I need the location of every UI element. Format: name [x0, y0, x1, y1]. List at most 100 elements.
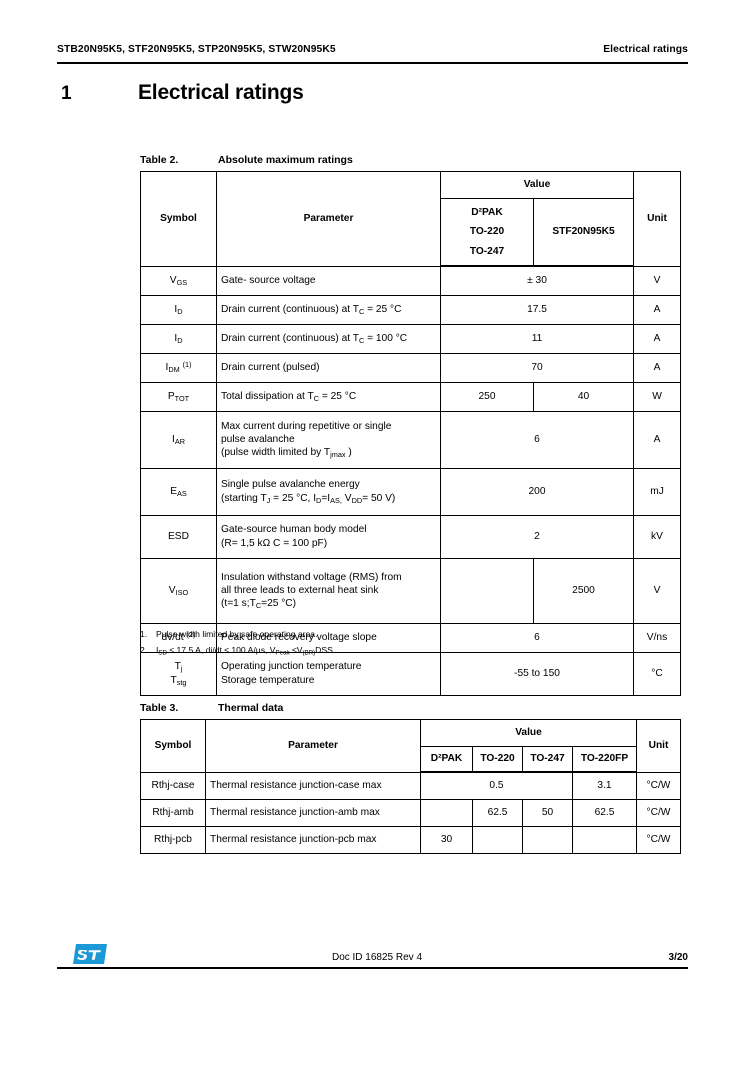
- row-unit: °C/W: [636, 798, 681, 827]
- row-parameter: Operating junction temperature Storage te…: [216, 651, 441, 696]
- row-parameter: Thermal resistance junction-amb max: [205, 798, 421, 827]
- row-symbol: PTOT: [140, 381, 217, 412]
- row-symbol: ESD: [140, 514, 217, 559]
- table-row: PTOT Total dissipation at TC = 25 °C 250 40…: [140, 381, 681, 412]
- row-value-d2pak-to220-to247: [440, 557, 534, 624]
- table-row: IDM (1) Drain current (pulsed) 70 A: [140, 352, 681, 383]
- table3-header-value: Value: [420, 719, 637, 747]
- table3-header-row-2: D²PAK TO-220 TO-247 TO-220FP: [141, 746, 681, 773]
- row-value: 70: [440, 352, 634, 383]
- row-unit: A: [633, 410, 681, 469]
- footer-rule: [57, 967, 688, 969]
- row-parameter: Gate-source human body model (R= 1,5 kΩ C…: [216, 514, 441, 559]
- row-value: 11: [440, 323, 634, 354]
- row-unit: °C: [633, 651, 681, 696]
- row-parameter: Gate- source voltage: [216, 265, 441, 296]
- row-value-stf20n95k5: 2500: [533, 557, 634, 624]
- row-unit: °C/W: [636, 771, 681, 800]
- table-row: Rthj-case Thermal resistance junction-cas…: [140, 771, 681, 800]
- footnote: 1. Pulse width limited by safe operating …: [140, 629, 680, 639]
- row-value: 17.5: [440, 294, 634, 325]
- row-value-to247: [522, 825, 573, 854]
- table2-caption-title: Absolute maximum ratings: [218, 154, 353, 166]
- row-symbol: VGS: [140, 265, 217, 296]
- table2-header-symbol: Symbol: [140, 171, 217, 267]
- row-value-to220fp: 3.1: [572, 771, 637, 800]
- row-parameter: Peak diode recovery voltage slope: [216, 622, 441, 653]
- table2-caption: Table 2. Absolute maximum ratings: [140, 154, 353, 166]
- row-parameter: Drain current (continuous) at TC = 25 °C: [216, 294, 441, 325]
- table-row: IAR Max current during repetitive or sing…: [140, 410, 681, 469]
- row-value-d2pak-to220-to247: 250: [440, 381, 534, 412]
- section-title: Electrical ratings: [138, 81, 304, 104]
- pkg-to220-label: TO-220: [469, 226, 505, 238]
- row-parameter: Total dissipation at TC = 25 °C: [216, 381, 441, 412]
- table2-header-unit: Unit: [633, 171, 681, 267]
- row-unit: V: [633, 557, 681, 624]
- footnote-text: Pulse width limited by safe operating ar…: [156, 629, 318, 639]
- table-row: Rthj-pcb Thermal resistance junction-pcb …: [140, 825, 681, 854]
- row-symbol: VISO: [140, 557, 217, 624]
- row-unit: W: [633, 381, 681, 412]
- table3-caption-title: Thermal data: [218, 702, 284, 714]
- section-number: 1: [61, 83, 72, 104]
- row-symbol: IAR: [140, 410, 217, 469]
- thermal-data-table: Symbol Parameter Value Unit D²PAK TO-220…: [140, 719, 681, 854]
- row-symbol: EAS: [140, 467, 217, 516]
- row-value-to220fp: 62.5: [572, 798, 637, 827]
- row-unit: mJ: [633, 467, 681, 516]
- table2-header-parameter: Parameter: [216, 171, 441, 267]
- row-value: 6: [440, 410, 634, 469]
- table-row: dv/dt (2) Peak diode recovery voltage slo…: [140, 622, 681, 653]
- pkg-d2pak-label: D²PAK: [471, 207, 503, 219]
- row-value-to220: [472, 825, 523, 854]
- table-row: Tj Tstg Operating junction temperature Stor…: [140, 651, 681, 696]
- row-unit: A: [633, 323, 681, 354]
- table3-caption: Table 3. Thermal data: [140, 702, 283, 714]
- st-logo-icon: [73, 944, 107, 964]
- row-value-d2pak-to220-to247: 0.5: [420, 771, 573, 800]
- row-symbol: ID: [140, 323, 217, 354]
- table2-header-row-1: Symbol Parameter Value Unit: [140, 171, 681, 267]
- footnote: 2. ISD ≤ 17.5 A, di/dt ≤ 100 A/µs, VPeak …: [140, 645, 680, 658]
- row-parameter: Single pulse avalanche energy (starting T…: [216, 467, 441, 516]
- row-value-to220: 62.5: [472, 798, 523, 827]
- table3-header-unit: Unit: [636, 719, 681, 773]
- row-unit: A: [633, 294, 681, 325]
- row-unit: A: [633, 352, 681, 383]
- table-row: EAS Single pulse avalanche energy (startin…: [140, 467, 681, 516]
- row-parameter: Max current during repetitive or single p…: [216, 410, 441, 469]
- table3-header-to247: TO-247: [522, 746, 573, 773]
- row-parameter: Drain current (continuous) at TC = 100 °…: [216, 323, 441, 354]
- table-row: Rthj-amb Thermal resistance junction-amb …: [140, 798, 681, 827]
- row-value: 200: [440, 467, 634, 516]
- footer-doc-id: Doc ID 16825 Rev 4: [331, 952, 423, 963]
- row-symbol: ID: [140, 294, 217, 325]
- footnote-text: ISD ≤ 17.5 A, di/dt ≤ 100 A/µs, VPeak ≤V…: [156, 645, 333, 658]
- table-row: ID Drain current (continuous) at TC = 25 …: [140, 294, 681, 325]
- row-unit: V: [633, 265, 681, 296]
- table3-header-to220: TO-220: [472, 746, 523, 773]
- table2-header-value-col1: D²PAK TO-220 TO-247: [440, 198, 534, 267]
- row-symbol: Rthj-amb: [140, 798, 206, 827]
- table-row: VISO Insulation withstand voltage (RMS) f…: [140, 557, 681, 624]
- table2-header-row-2: D²PAK TO-220 TO-247 STF20N95K5: [141, 198, 681, 267]
- table3-header-d2pak: D²PAK: [420, 746, 473, 773]
- table-row: ID Drain current (continuous) at TC = 100…: [140, 323, 681, 354]
- row-symbol: Rthj-case: [140, 771, 206, 800]
- row-symbol: Rthj-pcb: [140, 825, 206, 854]
- table3-header-symbol: Symbol: [140, 719, 206, 773]
- table3-header-row-1: Symbol Parameter Value Unit: [140, 719, 681, 773]
- table2-header-value-col2: STF20N95K5: [533, 198, 634, 267]
- table3-body: Rthj-case Thermal resistance junction-cas…: [140, 771, 681, 854]
- row-value-d2pak: [420, 798, 473, 827]
- row-value-to220fp: [572, 825, 637, 854]
- table2-footnotes: 1. Pulse width limited by safe operating …: [140, 629, 680, 663]
- footnote-number: 1.: [140, 629, 148, 639]
- row-parameter: Thermal resistance junction-case max: [205, 771, 421, 800]
- table3-header-to220fp: TO-220FP: [572, 746, 637, 773]
- pkg-to247-label: TO-247: [469, 245, 505, 257]
- row-value-stf20n95k5: 40: [533, 381, 634, 412]
- row-parameter: Drain current (pulsed): [216, 352, 441, 383]
- footer-page-number: 3/20: [668, 952, 688, 963]
